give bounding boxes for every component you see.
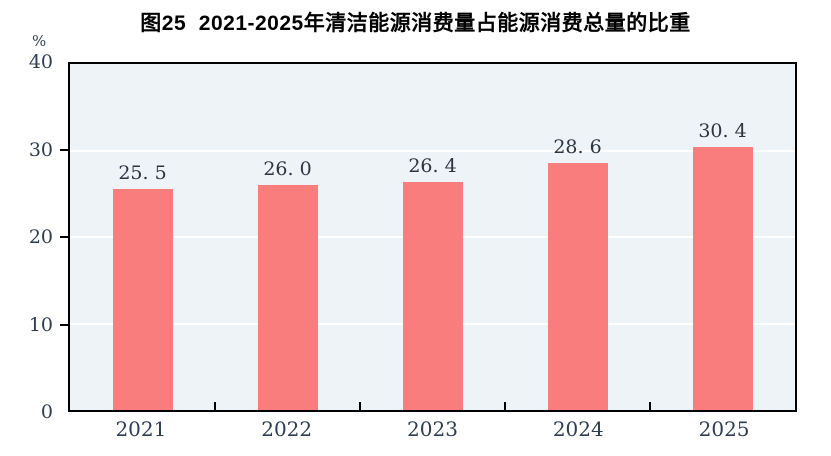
x-axis-tick [649,402,651,410]
bar-group-2021: 25. 5 [70,64,215,410]
y-tick-label-30: 30 [28,138,53,161]
x-tick-label-2025: 2025 [698,417,750,441]
gridline-30 [70,149,795,152]
bar-group-2024: 28. 6 [505,64,650,410]
y-tick-label-20: 20 [28,226,53,248]
bar-value-label: 25. 5 [118,162,167,185]
x-tick-label-2021: 2021 [115,417,167,441]
plot-area: 25. 5 26. 0 26. 4 28. 6 30. 4 [68,62,797,412]
bar-2025 [692,147,753,410]
bar-2023 [402,181,463,410]
x-axis-tick [504,402,506,410]
y-axis: 0 10 20 30 40 [0,51,68,423]
bar-group-2023: 26. 4 [360,64,505,410]
bar-value-label: 28. 6 [553,135,602,158]
bar-group-2022: 26. 0 [215,64,360,410]
x-tick-label-2023: 2023 [407,417,458,441]
y-axis-tick [60,323,68,326]
y-tick-label-40: 40 [28,51,53,73]
y-tick-label-10: 10 [28,313,53,336]
bar-value-label: 26. 0 [263,158,312,181]
y-axis-tick [60,148,68,151]
bar-2021 [112,189,173,410]
x-axis-tick [214,402,216,410]
y-axis-tick [60,236,68,238]
bar-value-label: 26. 4 [408,154,457,177]
x-tick-label-2022: 2022 [261,417,313,441]
bar-group-2025: 30. 4 [650,64,795,410]
bar-2022 [257,185,318,410]
bar-2024 [547,162,608,410]
y-axis-unit-label: % [32,32,47,50]
bar-value-label: 30. 4 [698,120,747,143]
x-tick-label-2024: 2024 [552,417,604,441]
x-axis: 2021 2022 2023 2024 2025 [68,417,797,441]
x-axis-tick [359,402,361,410]
y-tick-label-0: 0 [40,401,53,423]
chart-title: 图25 2021-2025年清洁能源消费量占能源消费总量的比重 [140,12,691,35]
bars-row: 25. 5 26. 0 26. 4 28. 6 30. 4 [70,64,795,410]
